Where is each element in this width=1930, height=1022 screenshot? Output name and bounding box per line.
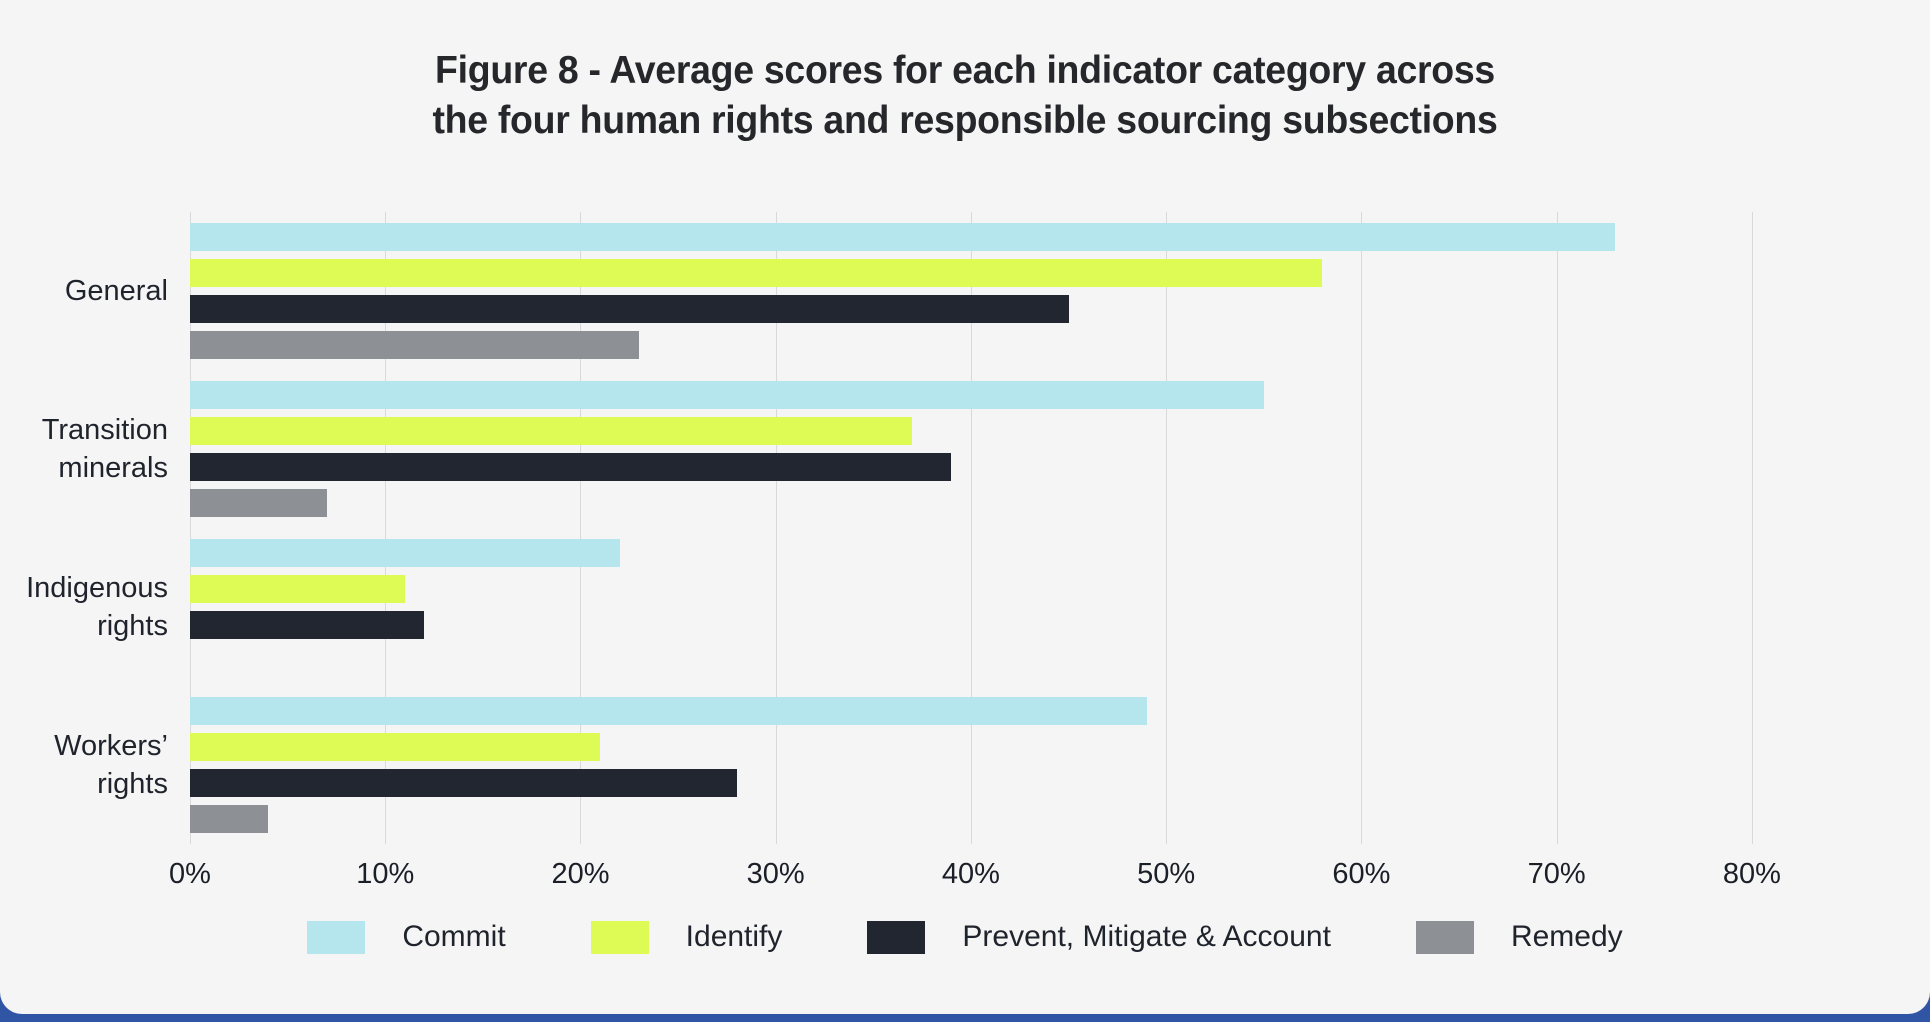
gridline: [1556, 212, 1558, 844]
category-label: Indigenous rights: [26, 572, 168, 642]
gridline: [970, 212, 972, 844]
gridline: [1166, 212, 1168, 844]
x-axis-tick-label: 80%: [1722, 858, 1781, 890]
gridline: [1751, 212, 1753, 844]
legend-swatch: [867, 920, 926, 954]
x-axis-tick-label: 10%: [356, 858, 415, 890]
legend-label: Remedy: [1510, 920, 1623, 953]
bar: [190, 223, 1616, 251]
bar-group: [190, 370, 1830, 528]
bar: [190, 575, 405, 603]
x-axis-tick-label: 50%: [1137, 858, 1196, 890]
bar-group: [190, 528, 1830, 686]
bar: [190, 381, 1264, 409]
legend-label: Commit: [402, 920, 506, 953]
bar: [190, 539, 620, 567]
bar: [190, 453, 952, 481]
bar: [190, 259, 1323, 287]
footer-strip: [0, 1014, 1930, 1022]
bar: [190, 417, 913, 445]
legend-label: Prevent, Mitigate & Account: [962, 920, 1331, 953]
legend-swatch: [1415, 920, 1474, 954]
x-axis-tick-label: 70%: [1527, 858, 1586, 890]
legend-item: Commit: [307, 920, 506, 954]
chart-title-line1: Average scores for each indicator catego…: [609, 49, 1495, 92]
chart-title-prefix: Figure 8 -: [435, 49, 610, 92]
gridline: [580, 212, 582, 844]
x-axis-tick-label: 40%: [941, 858, 1000, 890]
legend-item: Prevent, Mitigate & Account: [867, 920, 1331, 954]
gridline: [1361, 212, 1363, 844]
gridline: [190, 212, 191, 844]
x-axis-tick-label: 60%: [1332, 858, 1391, 890]
bar: [190, 697, 1147, 725]
legend: Commit Identify Prevent, Mitigate & Accoun…: [0, 920, 1930, 954]
legend-label: Identify: [685, 920, 783, 953]
category-label: Transition minerals: [41, 414, 168, 484]
gridline: [775, 212, 777, 844]
bar-group: [190, 212, 1830, 370]
category-axis: General Transition minerals Indigenous rig…: [0, 212, 168, 844]
x-axis: 0% 10% 20% 30% 40% 50% 60% 70% 80%: [169, 858, 1830, 898]
legend-swatch: [307, 920, 366, 954]
gridline: [385, 212, 387, 844]
legend-item: Remedy: [1415, 920, 1623, 954]
plot-area: [190, 212, 1830, 844]
bar: [190, 295, 1069, 323]
chart-title: Figure 8 - Average scores for each indic…: [39, 46, 1892, 146]
x-axis-tick-label: 20%: [551, 858, 610, 890]
bar: [190, 331, 640, 359]
x-axis-tick-label: 30%: [746, 858, 805, 890]
category-label: General: [64, 275, 168, 307]
bar: [190, 805, 269, 833]
category-label: Workers’ rights: [54, 730, 168, 800]
x-axis-tick-label: 0%: [169, 858, 211, 890]
bar: [190, 769, 737, 797]
bar: [190, 733, 600, 761]
bar: [190, 489, 327, 517]
bar-groups: [190, 212, 1830, 844]
chart-title-line2: the four human rights and responsible so…: [432, 99, 1498, 142]
bar-group: [190, 686, 1830, 844]
legend-item: Identify: [590, 920, 783, 954]
legend-swatch: [590, 920, 649, 954]
bar: [190, 611, 425, 639]
